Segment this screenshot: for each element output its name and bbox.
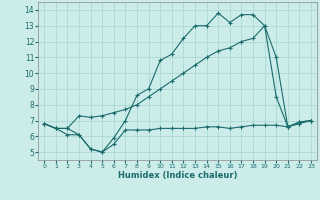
X-axis label: Humidex (Indice chaleur): Humidex (Indice chaleur) [118,171,237,180]
